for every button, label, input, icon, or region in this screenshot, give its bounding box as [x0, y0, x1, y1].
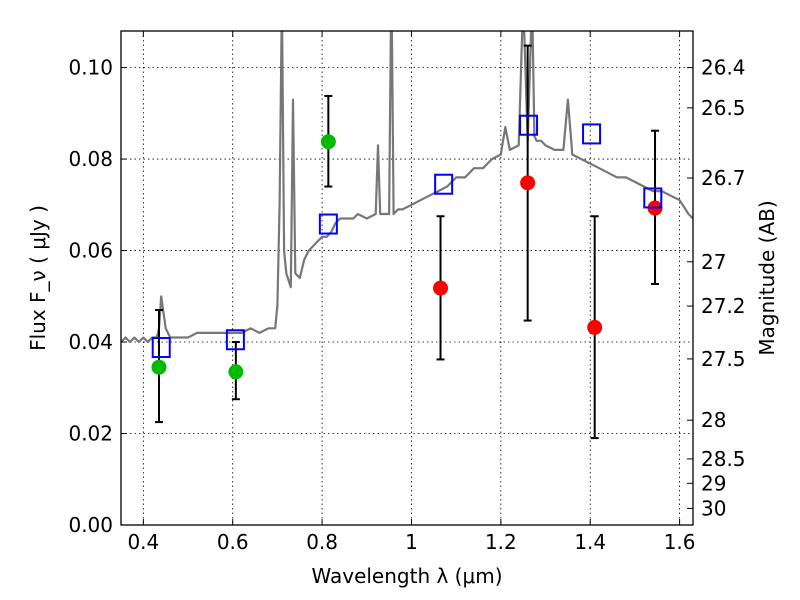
mag-tick-label: 28.5: [701, 447, 746, 471]
x-axis-label: Wavelength λ (μm): [311, 564, 502, 588]
data-point: [587, 319, 603, 335]
data-point: [228, 364, 244, 380]
model-bandpass-point: [434, 173, 454, 195]
y-tick-label: 0.06: [68, 239, 113, 263]
model-bandpass-point: [318, 213, 338, 235]
y-tick-label: 0.04: [68, 330, 113, 354]
plot-area: [121, 31, 693, 440]
model-bandpass-point: [151, 337, 171, 359]
mag-tick-label: 27.5: [701, 347, 746, 371]
data-point: [320, 134, 336, 150]
x-tick-label: 0.6: [217, 530, 249, 554]
y-axis-label: Flux F_ν ( μJy ): [26, 205, 50, 351]
mag-tick-label: 28: [701, 408, 726, 432]
mag-tick-label: 26.7: [701, 166, 746, 190]
mag-tick-label: 30: [701, 496, 726, 520]
right-y-axis-label: Magnitude (AB): [755, 200, 779, 355]
x-tick-label: 1.4: [574, 530, 606, 554]
model-bandpass-point: [582, 123, 602, 145]
y-tick-label: 0.02: [68, 422, 113, 446]
axis-ticks: 0.4 0.6 0.8 1 1.2 1.4 1.6 0.00 0.02 0.04 0.06 0.08 0…: [68, 31, 746, 554]
mag-tick-label: 29: [701, 471, 726, 495]
x-tick-label: 1.2: [485, 530, 517, 554]
y-tick-label: 0.10: [68, 56, 113, 80]
y-tick-label: 0.08: [68, 147, 113, 171]
model-bandpass-point: [225, 329, 245, 351]
data-point: [151, 359, 167, 375]
model-bandpass-point: [643, 187, 663, 209]
model-bandpass-point: [519, 114, 539, 136]
plot-frame: [120, 30, 694, 526]
x-tick-label: 1.6: [664, 530, 696, 554]
model-spectrum-line: [121, 31, 693, 344]
mag-tick-label: 27: [701, 250, 726, 274]
mag-tick-label: 27.2: [701, 294, 746, 318]
x-tick-label: 1: [405, 530, 418, 554]
data-point: [520, 175, 536, 191]
x-tick-label: 0.4: [127, 530, 159, 554]
mag-tick-label: 26.5: [701, 96, 746, 120]
mag-tick-label: 26.4: [701, 56, 746, 80]
data-point: [433, 280, 449, 296]
grid: [121, 31, 693, 525]
x-tick-label: 0.8: [306, 530, 338, 554]
y-tick-label: 0.00: [68, 513, 113, 537]
